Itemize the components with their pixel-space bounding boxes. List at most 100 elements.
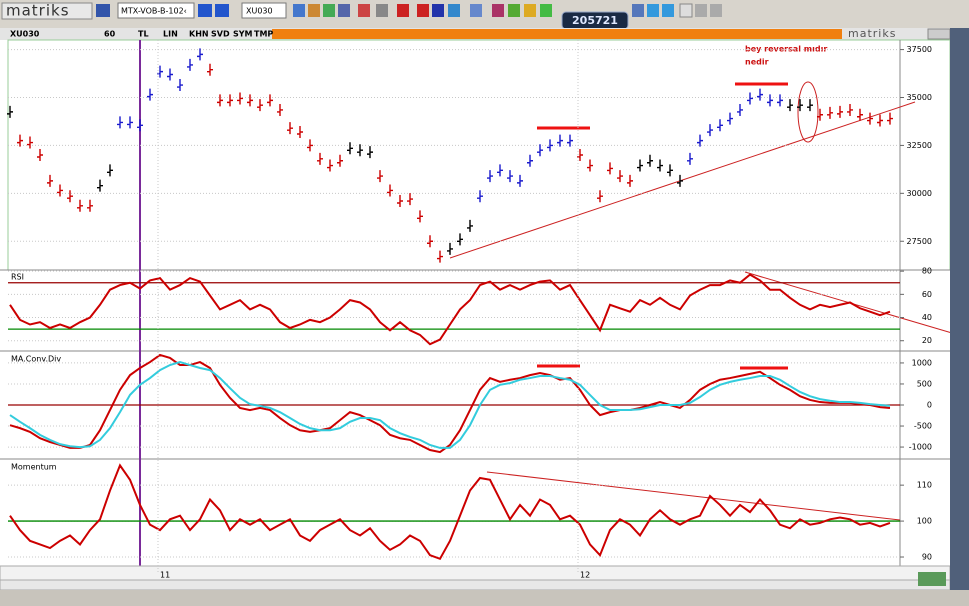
y-tick-label: -500 xyxy=(914,422,932,431)
price-bar xyxy=(97,179,103,192)
price-bar xyxy=(197,48,203,61)
panel-title: RSI xyxy=(11,273,24,282)
price-bar xyxy=(277,103,283,116)
price-bar xyxy=(427,235,433,248)
chart-area xyxy=(0,40,950,566)
icon[interactable] xyxy=(540,4,552,17)
tab-label[interactable]: KHN xyxy=(189,30,209,39)
momentum-trend-line xyxy=(486,471,901,521)
price-bar xyxy=(127,116,133,129)
symbol-text: MTX-VOB-B-102‹ xyxy=(121,7,187,16)
y-tick-label: 30000 xyxy=(907,189,932,198)
price-bar xyxy=(647,154,653,167)
icon[interactable] xyxy=(448,4,460,17)
brand: matriks xyxy=(848,27,896,40)
price-bar xyxy=(107,164,113,177)
icon[interactable] xyxy=(524,4,536,17)
price-bar xyxy=(697,134,703,147)
y-tick-label: 60 xyxy=(922,290,932,299)
icon[interactable] xyxy=(215,4,229,17)
scrollbar[interactable] xyxy=(0,579,951,591)
icon[interactable] xyxy=(695,4,707,17)
price-bar xyxy=(477,190,483,203)
icon[interactable] xyxy=(198,4,212,17)
price-bar xyxy=(687,152,693,165)
icon[interactable] xyxy=(632,4,644,17)
icon[interactable] xyxy=(358,4,370,17)
price-bar xyxy=(497,164,503,177)
refresh-buttons[interactable] xyxy=(918,572,946,586)
symbol-select[interactable] xyxy=(117,2,195,19)
tab-label[interactable]: TL xyxy=(138,30,149,39)
y-tick-label: 35000 xyxy=(907,93,932,102)
price-bar xyxy=(867,112,873,125)
save-icon[interactable] xyxy=(96,4,110,17)
price-bar xyxy=(877,114,883,127)
series-line xyxy=(9,361,891,449)
price-bar xyxy=(227,94,233,107)
price-bar xyxy=(137,119,143,132)
price-bar xyxy=(87,199,93,212)
tab-label[interactable]: SVD xyxy=(211,30,230,39)
icon[interactable] xyxy=(308,4,320,17)
price-bar xyxy=(357,144,363,157)
tab-label[interactable]: XU030 xyxy=(10,30,40,39)
tab-label[interactable]: SYM xyxy=(233,30,253,39)
price-bar xyxy=(587,159,593,172)
y-tick-label: 500 xyxy=(917,379,932,388)
y-tick-label: 27500 xyxy=(907,237,932,246)
price-bar xyxy=(37,149,43,161)
tab-label[interactable]: LIN xyxy=(163,30,178,39)
icon[interactable] xyxy=(662,4,674,17)
price-bar xyxy=(327,159,333,172)
window-buttons[interactable] xyxy=(927,28,951,40)
plots: 27500 30000 32500 35000 37500 20 40 60 80 RSI -100… xyxy=(7,40,932,580)
icon[interactable] xyxy=(432,4,444,17)
icon[interactable] xyxy=(710,4,722,17)
price-bar xyxy=(747,92,753,105)
icon[interactable] xyxy=(397,4,409,17)
icon[interactable] xyxy=(417,4,429,17)
price-bar xyxy=(517,174,523,187)
price-bar xyxy=(267,94,273,107)
price-bar xyxy=(457,233,463,246)
price-bar xyxy=(597,190,603,203)
price-bar xyxy=(337,154,343,167)
price-bar xyxy=(797,99,803,112)
icon[interactable] xyxy=(293,4,305,17)
icon[interactable] xyxy=(492,4,504,17)
price-bar xyxy=(437,250,443,263)
price-bar xyxy=(757,88,763,101)
price-bar xyxy=(467,219,473,232)
symbol2-select[interactable] xyxy=(241,2,287,19)
price-bar xyxy=(187,58,193,71)
clock: 205721 xyxy=(572,14,618,27)
y-tick-label: 90 xyxy=(922,553,932,562)
icon[interactable] xyxy=(338,4,350,17)
orange-bar xyxy=(272,29,842,39)
icon[interactable] xyxy=(508,4,520,17)
price-bar xyxy=(857,108,863,121)
tab-label[interactable]: 60 xyxy=(104,30,116,39)
highlight-ellipse xyxy=(797,81,819,143)
series-line xyxy=(9,273,891,346)
icon[interactable] xyxy=(323,4,335,17)
price-bar xyxy=(27,136,33,149)
price-bar xyxy=(47,174,53,187)
tab-label[interactable]: TMP xyxy=(254,30,273,39)
icon[interactable] xyxy=(376,4,388,17)
price-bar xyxy=(397,195,403,207)
icon[interactable] xyxy=(647,4,659,17)
icon[interactable] xyxy=(679,3,693,18)
annotation-text: bey reversal mıdır xyxy=(745,45,827,54)
price-bar xyxy=(17,134,23,147)
price-bar xyxy=(287,122,293,135)
y-tick-label: 1000 xyxy=(912,358,932,367)
price-bar xyxy=(247,94,253,107)
icon[interactable] xyxy=(470,4,482,17)
price-bar xyxy=(447,242,453,255)
price-bar xyxy=(237,92,243,105)
price-bar xyxy=(77,199,83,212)
